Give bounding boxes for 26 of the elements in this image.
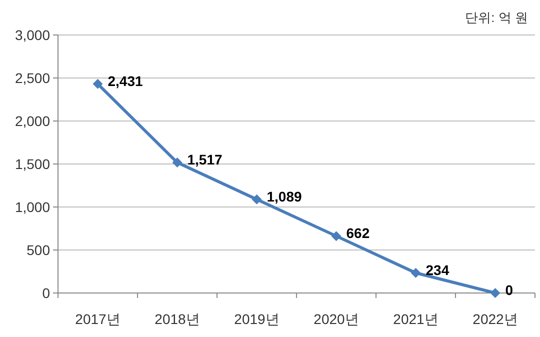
text: 단위: 억 원 <box>465 10 528 25</box>
y-tick-label: 500 <box>26 242 50 258</box>
y-tick-label: 0 <box>42 285 50 301</box>
y-tick-label: 1,000 <box>14 199 50 215</box>
x-tick-label: 2019년 <box>234 311 280 327</box>
data-label: 2,431 <box>108 72 143 89</box>
y-tick-label: 2,000 <box>14 113 50 129</box>
data-label: 1,089 <box>266 188 302 204</box>
point <box>410 268 421 278</box>
data-label: 1,517 <box>187 152 222 168</box>
point <box>252 194 262 204</box>
data-label: 662 <box>346 225 370 242</box>
point <box>331 231 342 242</box>
x-tick-label: 2018년 <box>154 311 200 327</box>
x-tick-label: 2021년 <box>393 311 438 327</box>
data-label: 234 <box>426 262 450 278</box>
y-tick-label: 2,500 <box>14 70 50 86</box>
y-tick-label: 1,500 <box>14 156 50 172</box>
point <box>172 158 182 168</box>
data-label: 0 <box>505 282 514 298</box>
x-tick-label: 2022년 <box>472 311 518 327</box>
y-tick-label: 3,000 <box>14 27 50 43</box>
x-tick-label: 2020년 <box>314 311 359 327</box>
x-tick-label: 2017년 <box>75 311 120 327</box>
point <box>490 288 500 298</box>
point <box>92 78 103 89</box>
